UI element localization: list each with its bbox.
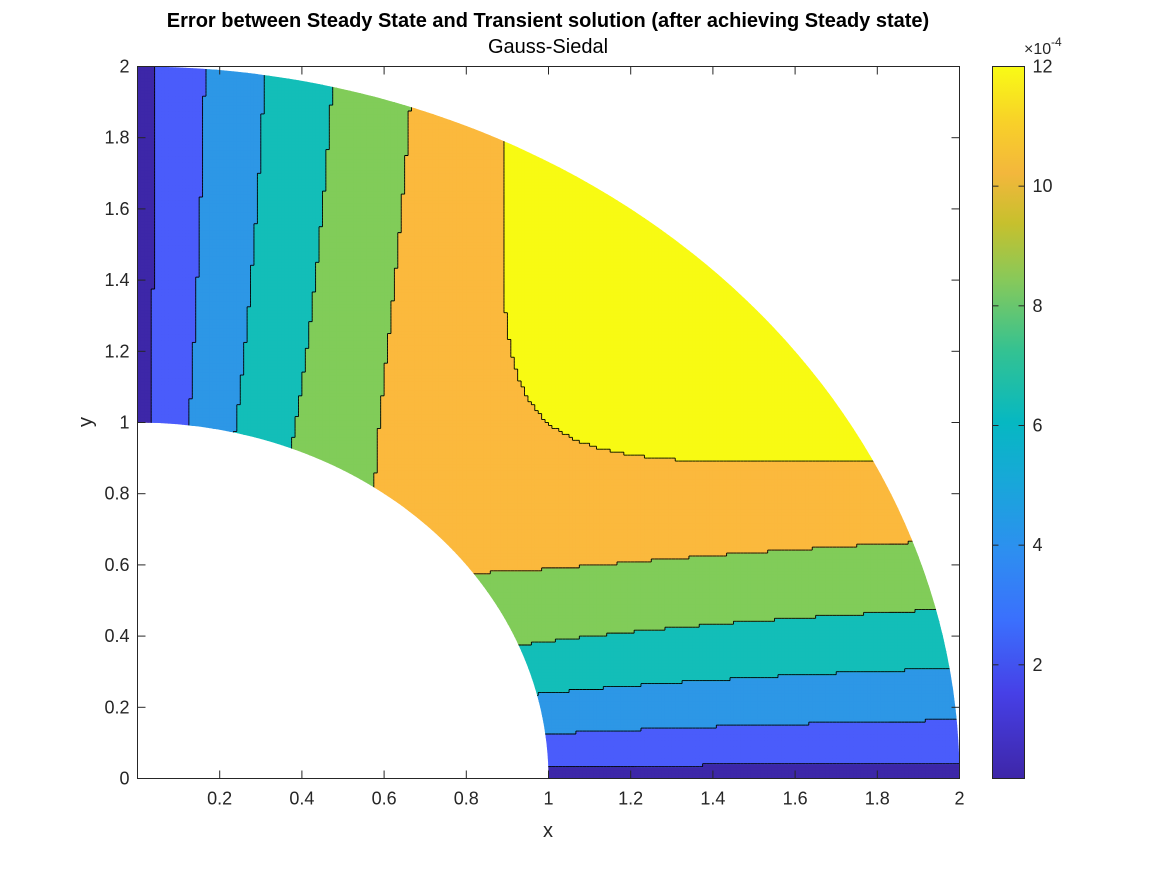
- contour-cell: [949, 663, 953, 667]
- contour-cell: [538, 743, 542, 747]
- contour-cell: [521, 669, 525, 673]
- contour-cell: [528, 692, 532, 696]
- contour-cell: [953, 690, 957, 694]
- contour-cell: [538, 725, 542, 729]
- contour-cell: [535, 707, 539, 711]
- contour-cell: [518, 666, 522, 670]
- contour-cell: [525, 678, 529, 682]
- contour-cell: [525, 675, 529, 679]
- contour-cell: [542, 764, 546, 768]
- contour-cell: [525, 669, 529, 673]
- contour-cell: [538, 746, 542, 750]
- contour-cell: [528, 687, 532, 691]
- contour-cell: [525, 672, 529, 676]
- contour-cell: [535, 713, 539, 717]
- contour-cell: [542, 758, 546, 762]
- contour-cell: [521, 663, 525, 667]
- contour-cell: [542, 737, 546, 741]
- contour-cell: [535, 725, 539, 729]
- contour-cell: [518, 660, 522, 664]
- contour-cell: [542, 746, 546, 750]
- contour-cell: [538, 740, 542, 744]
- contour-cell: [535, 710, 539, 714]
- contour-cell: [953, 675, 957, 679]
- contour-cell: [538, 719, 542, 723]
- contour-cell: [528, 690, 532, 694]
- contour-cell: [538, 755, 542, 759]
- contour-cell: [538, 737, 542, 741]
- contour-cell: [953, 672, 957, 676]
- contour-cell: [521, 666, 525, 670]
- chart-subtitle: Gauss-Siedal: [488, 36, 608, 58]
- contour-cell: [514, 657, 518, 661]
- contour-cell: [542, 734, 546, 738]
- contour-cell: [531, 707, 535, 711]
- contour-cell: [531, 690, 535, 694]
- contour-cell: [542, 752, 546, 756]
- contour-cell: [949, 669, 953, 673]
- contour-cell: [531, 710, 535, 714]
- contour-cell: [518, 657, 522, 661]
- contour-cell: [521, 672, 525, 676]
- contour-cell: [521, 675, 525, 679]
- contour-cell: [953, 660, 957, 664]
- contour-cell: [542, 761, 546, 765]
- contour-cell: [542, 767, 546, 771]
- contour-cell: [953, 669, 957, 673]
- contour-cell: [542, 740, 546, 744]
- contour-cell: [953, 684, 957, 688]
- contour-cell: [531, 704, 535, 708]
- contour-cell: [531, 695, 535, 699]
- contour-cell: [538, 716, 542, 720]
- contour-cell: [531, 692, 535, 696]
- contour-cell: [528, 684, 532, 688]
- contour-cell: [542, 773, 546, 777]
- contour-cell: [535, 728, 539, 732]
- contour-cell: [953, 678, 957, 682]
- contour-cell: [528, 695, 532, 699]
- contour-cell: [953, 681, 957, 685]
- contour-cell: [531, 698, 535, 702]
- contour-cell: [535, 722, 539, 726]
- contour-cell: [953, 663, 957, 667]
- contour-cell: [531, 701, 535, 705]
- contour-cell: [538, 731, 542, 735]
- chart-title: Error between Steady State and Transient…: [167, 10, 929, 32]
- contour-cell: [538, 728, 542, 732]
- contour-cell: [538, 713, 542, 717]
- contour-cell: [542, 770, 546, 774]
- contour-cell: [538, 758, 542, 762]
- contour-cell: [525, 681, 529, 685]
- contour-cell: [542, 749, 546, 753]
- contour-cell: [535, 704, 539, 708]
- contour-cell: [528, 681, 532, 685]
- contour-cell: [535, 716, 539, 720]
- contour-cell: [953, 666, 957, 670]
- contour-cell: [949, 660, 953, 664]
- contour-cell: [518, 663, 522, 667]
- contour-cell: [949, 666, 953, 670]
- contour-cell: [538, 761, 542, 765]
- plot-area: [138, 67, 961, 780]
- contour-cell: [535, 701, 539, 705]
- contour-cell: [525, 684, 529, 688]
- contour-cell: [542, 755, 546, 759]
- contour-cell: [538, 722, 542, 726]
- contour-cell: [528, 678, 532, 682]
- contour-cell: [538, 749, 542, 753]
- contour-cell: [538, 734, 542, 738]
- contour-cell: [542, 743, 546, 747]
- contour-cell: [521, 660, 525, 664]
- contour-cell: [538, 752, 542, 756]
- contour-cell: [953, 687, 957, 691]
- contour-cell: [535, 719, 539, 723]
